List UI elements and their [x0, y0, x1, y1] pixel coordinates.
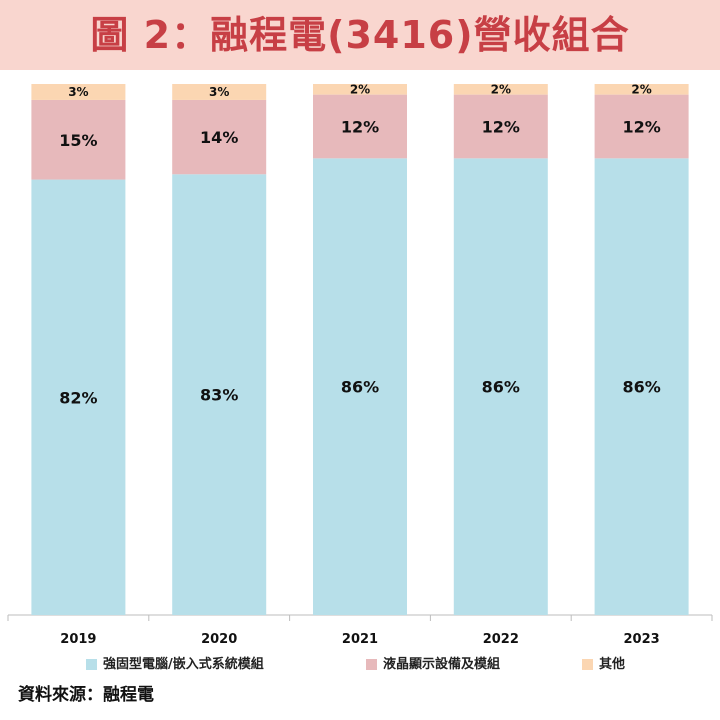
- bar-embedded-2019: [31, 179, 126, 615]
- bar-lcd-2023: [594, 94, 689, 159]
- legend-swatch-lcd: [366, 659, 377, 670]
- data-label-other-2019: 3%: [68, 85, 88, 99]
- data-label-embedded-2019: 82%: [59, 388, 97, 407]
- x-tick-label-2022: 2022: [483, 632, 519, 647]
- data-label-lcd-2019: 15%: [59, 131, 97, 150]
- x-tick-label-2023: 2023: [624, 632, 660, 647]
- data-label-lcd-2021: 12%: [341, 117, 379, 136]
- data-label-embedded-2020: 83%: [200, 386, 238, 405]
- data-label-embedded-2021: 86%: [341, 378, 379, 397]
- bar-lcd-2020: [172, 99, 267, 175]
- data-label-other-2022: 2%: [491, 82, 511, 96]
- data-label-lcd-2022: 12%: [482, 117, 520, 136]
- bar-other-2021: [313, 84, 407, 95]
- bar-other-2022: [453, 84, 548, 95]
- data-label-other-2021: 2%: [350, 82, 370, 96]
- bar-embedded-2021: [313, 158, 407, 615]
- stacked-bar-chart: 82% 15% 3% 2019 83% 14% 3% 2020 86% 12% 2% 2021 86% 1…: [7, 82, 713, 647]
- legend-swatch-embedded: [86, 659, 97, 670]
- title-banner: 圖 2：融程電(3416)營收組合: [0, 0, 720, 70]
- data-label-embedded-2022: 86%: [482, 378, 520, 397]
- bar-embedded-2022: [453, 158, 548, 615]
- legend-item-lcd: 液晶顯示設備及模組: [366, 652, 500, 678]
- data-label-embedded-2023: 86%: [622, 378, 660, 397]
- legend-item-embedded: 強固型電腦/嵌入式系統模組: [86, 652, 264, 678]
- bar-lcd-2022: [453, 94, 548, 159]
- data-label-other-2020: 3%: [209, 85, 229, 99]
- bar-lcd-2021: [313, 94, 407, 159]
- bar-other-2023: [594, 84, 689, 95]
- legend-label-lcd: 液晶顯示設備及模組: [383, 657, 501, 672]
- data-label-other-2023: 2%: [631, 82, 651, 96]
- chart-title: 圖 2：融程電(3416)營收組合: [90, 13, 630, 57]
- data-label-lcd-2020: 14%: [200, 128, 238, 147]
- source-note: 資料來源：融程電: [18, 685, 154, 705]
- legend-label-other: 其他: [599, 657, 626, 672]
- legend-label-embedded: 強固型電腦/嵌入式系統模組: [103, 657, 264, 672]
- bar-embedded-2020: [172, 174, 267, 615]
- bar-other-2020: [172, 84, 267, 100]
- legend-item-other: 其他: [582, 652, 625, 678]
- data-label-lcd-2023: 12%: [622, 117, 660, 136]
- legend-swatch-other: [582, 659, 593, 670]
- bar-lcd-2019: [31, 99, 126, 180]
- bar-other-2019: [31, 84, 126, 100]
- legend: 強固型電腦/嵌入式系統模組 液晶顯示設備及模組 其他: [0, 652, 720, 678]
- x-tick-label-2019: 2019: [60, 632, 96, 647]
- x-tick-label-2020: 2020: [201, 632, 237, 647]
- bar-embedded-2023: [594, 158, 689, 615]
- x-tick-label-2021: 2021: [342, 632, 378, 647]
